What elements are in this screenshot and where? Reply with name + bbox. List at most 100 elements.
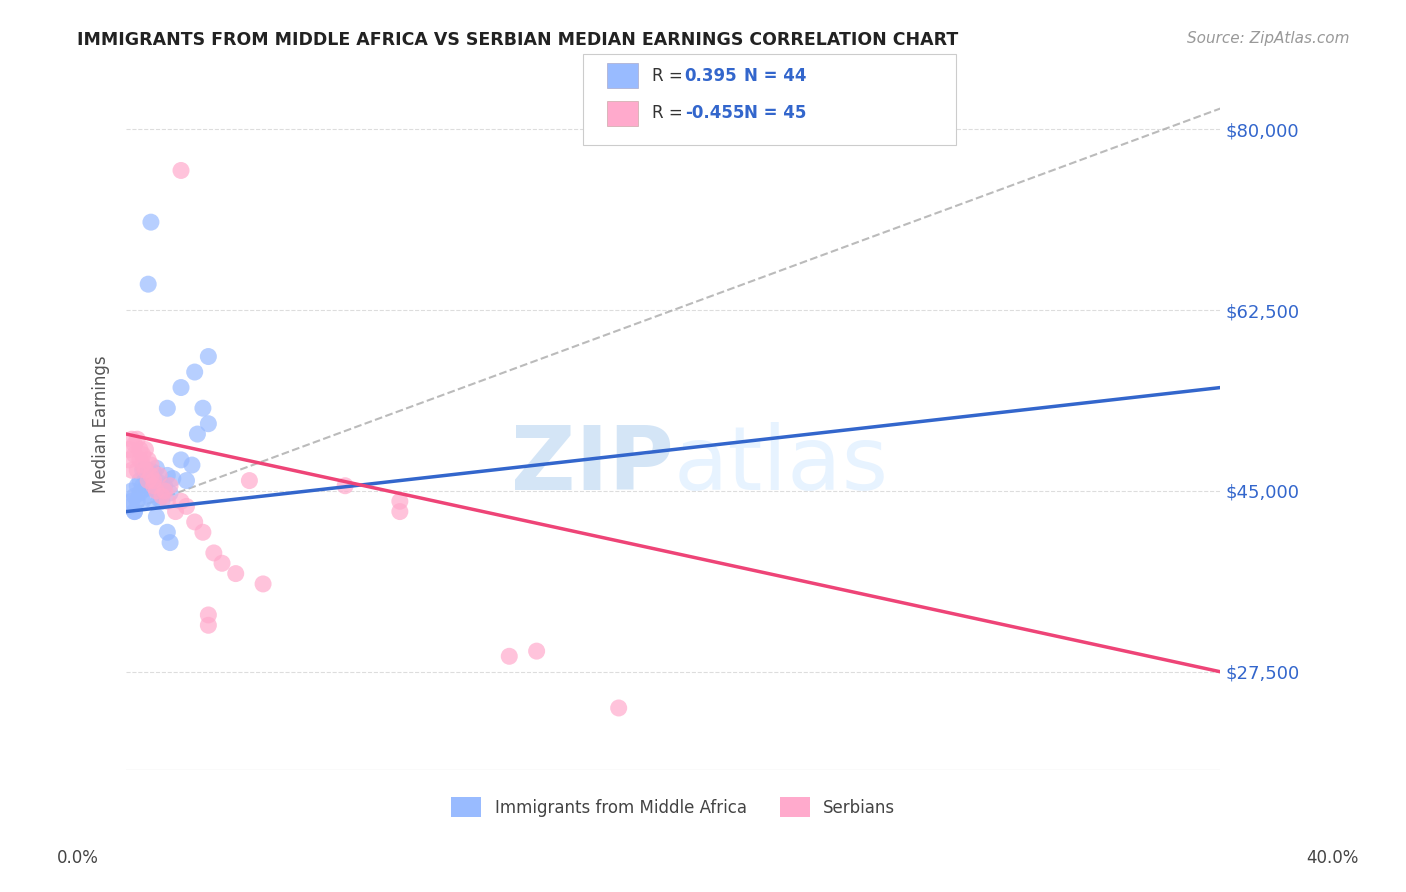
Point: [142, 482, 165, 496]
Point: [526, 644, 548, 658]
Point: [124, 505, 146, 519]
Text: atlas: atlas: [673, 422, 889, 508]
Point: [139, 492, 162, 507]
Point: [197, 618, 219, 632]
Point: [607, 701, 630, 715]
Point: [148, 492, 170, 507]
Point: [181, 458, 204, 472]
Point: [132, 458, 155, 472]
Point: [202, 546, 225, 560]
Text: 40.0%: 40.0%: [1306, 849, 1360, 867]
Point: [388, 494, 411, 508]
Point: [127, 494, 149, 508]
Point: [132, 448, 155, 462]
Point: [134, 463, 156, 477]
Point: [159, 535, 181, 549]
Text: 0.0%: 0.0%: [56, 849, 98, 867]
Point: [388, 505, 411, 519]
Point: [238, 474, 260, 488]
Point: [252, 577, 274, 591]
Point: [121, 463, 143, 477]
Y-axis label: Median Earnings: Median Earnings: [93, 355, 110, 492]
Point: [197, 350, 219, 364]
Text: Source: ZipAtlas.com: Source: ZipAtlas.com: [1187, 31, 1350, 46]
Point: [176, 474, 198, 488]
Point: [129, 442, 152, 457]
Point: [191, 401, 214, 416]
Point: [136, 474, 159, 488]
Point: [124, 489, 146, 503]
Point: [498, 649, 520, 664]
Point: [162, 471, 184, 485]
Point: [118, 442, 141, 457]
Point: [124, 437, 146, 451]
Point: [129, 474, 152, 488]
Point: [139, 468, 162, 483]
Point: [129, 486, 152, 500]
Point: [183, 515, 205, 529]
Point: [127, 463, 149, 477]
Point: [127, 432, 149, 446]
Text: -0.455: -0.455: [685, 104, 744, 122]
Point: [176, 500, 198, 514]
Point: [156, 468, 179, 483]
Legend: Immigrants from Middle Africa, Serbians: Immigrants from Middle Africa, Serbians: [444, 790, 903, 824]
Point: [139, 471, 162, 485]
Point: [142, 474, 165, 488]
Point: [136, 463, 159, 477]
Point: [148, 468, 170, 483]
Point: [142, 479, 165, 493]
Point: [121, 494, 143, 508]
Point: [153, 483, 176, 498]
Point: [170, 380, 193, 394]
Point: [159, 486, 181, 500]
Point: [170, 494, 193, 508]
Point: [165, 505, 187, 519]
Point: [159, 479, 181, 493]
Text: N = 45: N = 45: [744, 104, 806, 122]
Point: [156, 525, 179, 540]
Point: [148, 475, 170, 490]
Point: [129, 453, 152, 467]
Text: IMMIGRANTS FROM MIDDLE AFRICA VS SERBIAN MEDIAN EARNINGS CORRELATION CHART: IMMIGRANTS FROM MIDDLE AFRICA VS SERBIAN…: [77, 31, 959, 49]
Point: [197, 607, 219, 622]
Point: [118, 453, 141, 467]
Point: [134, 482, 156, 496]
Text: R =: R =: [652, 104, 689, 122]
Point: [142, 465, 165, 479]
Point: [225, 566, 247, 581]
Point: [134, 442, 156, 457]
Point: [145, 461, 167, 475]
Point: [156, 401, 179, 416]
Point: [127, 479, 149, 493]
Point: [150, 489, 173, 503]
Point: [145, 483, 167, 498]
Point: [170, 453, 193, 467]
Point: [132, 463, 155, 477]
Text: 0.395: 0.395: [685, 67, 737, 85]
Point: [134, 468, 156, 483]
Point: [156, 494, 179, 508]
Point: [183, 365, 205, 379]
Point: [136, 277, 159, 292]
Point: [191, 525, 214, 540]
Point: [118, 500, 141, 514]
Point: [186, 427, 208, 442]
Point: [139, 458, 162, 472]
Point: [150, 494, 173, 508]
Point: [139, 215, 162, 229]
Point: [136, 453, 159, 467]
Point: [124, 448, 146, 462]
Point: [121, 483, 143, 498]
Point: [121, 432, 143, 446]
Text: ZIP: ZIP: [510, 422, 673, 508]
Point: [153, 479, 176, 493]
Point: [132, 494, 155, 508]
Point: [197, 417, 219, 431]
Point: [211, 556, 233, 570]
Point: [136, 479, 159, 493]
Text: R =: R =: [652, 67, 689, 85]
Point: [132, 479, 155, 493]
Text: N = 44: N = 44: [744, 67, 806, 85]
Point: [124, 505, 146, 519]
